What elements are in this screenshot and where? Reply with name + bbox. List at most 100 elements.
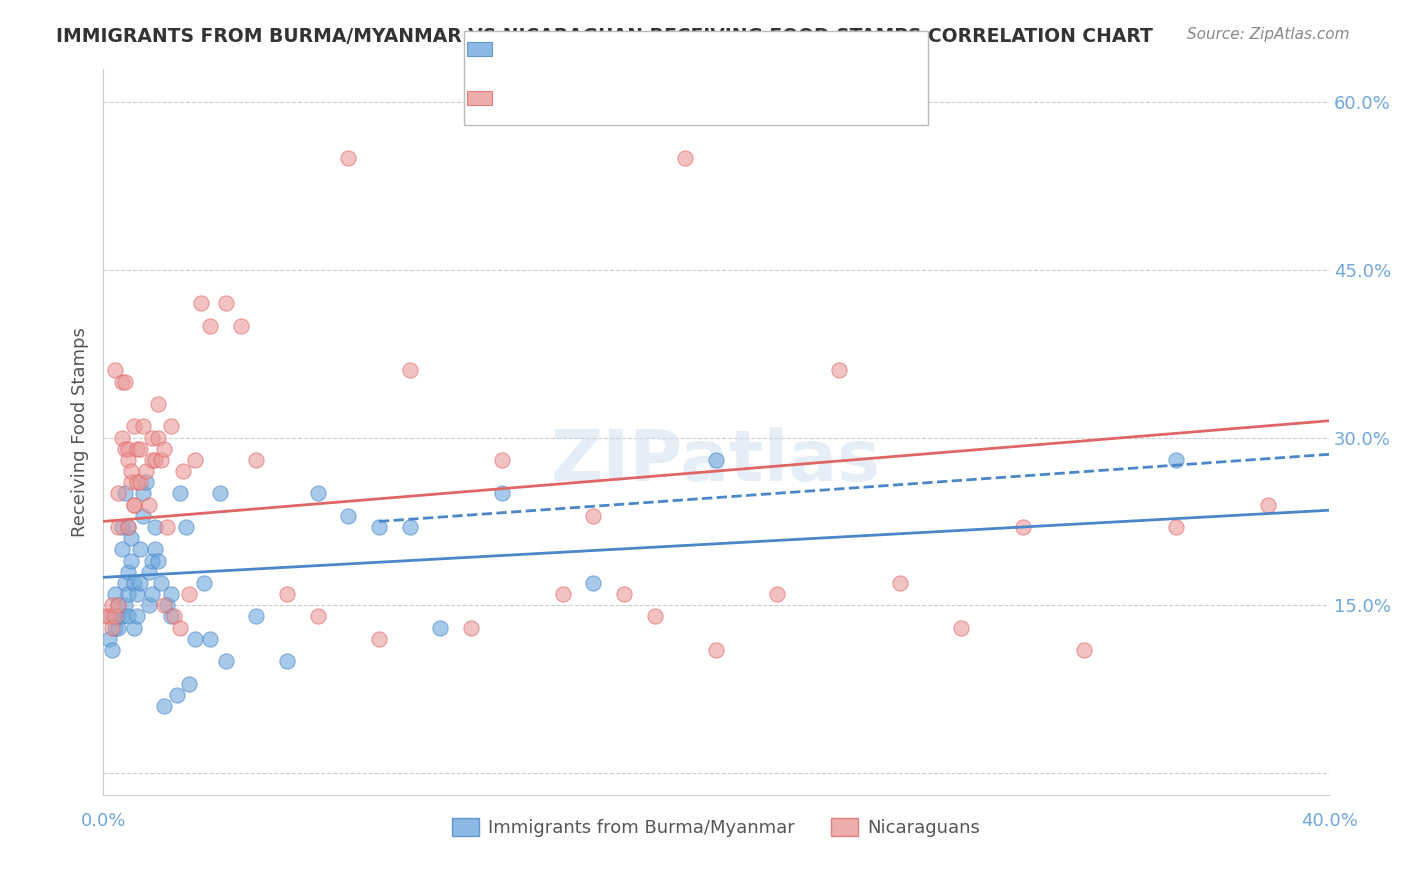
Point	[138, 498, 160, 512]
Point	[117, 587, 139, 601]
Point	[245, 609, 267, 624]
Point	[398, 363, 420, 377]
Point	[169, 621, 191, 635]
Point	[104, 609, 127, 624]
Point	[110, 375, 132, 389]
Point	[141, 431, 163, 445]
Point	[132, 419, 155, 434]
Point	[174, 520, 197, 534]
Point	[184, 632, 207, 646]
Point	[159, 587, 181, 601]
Point	[307, 609, 329, 624]
Point	[491, 486, 513, 500]
Point	[135, 464, 157, 478]
Point	[551, 587, 574, 601]
Point	[132, 508, 155, 523]
Text: R =: R =	[502, 40, 541, 58]
Point	[143, 453, 166, 467]
Point	[1164, 520, 1187, 534]
Point	[337, 151, 360, 165]
Point	[129, 576, 152, 591]
Point	[104, 363, 127, 377]
Text: N =: N =	[612, 40, 651, 58]
Point	[104, 621, 127, 635]
Point	[107, 609, 129, 624]
Point	[120, 475, 142, 490]
Point	[245, 453, 267, 467]
Point	[114, 486, 136, 500]
Point	[117, 609, 139, 624]
Point	[156, 520, 179, 534]
Point	[673, 151, 696, 165]
Point	[101, 599, 124, 613]
Point	[460, 621, 482, 635]
Point	[153, 442, 176, 456]
Point	[98, 632, 121, 646]
Point	[368, 632, 391, 646]
Point	[125, 442, 148, 456]
Point	[491, 453, 513, 467]
Point	[132, 486, 155, 500]
Point	[582, 508, 605, 523]
Point	[644, 609, 666, 624]
Point	[125, 609, 148, 624]
Point	[368, 520, 391, 534]
Point	[107, 599, 129, 613]
Point	[159, 609, 181, 624]
Point	[172, 464, 194, 478]
Point	[125, 475, 148, 490]
Text: 40.0%: 40.0%	[1301, 812, 1357, 830]
Text: IMMIGRANTS FROM BURMA/MYANMAR VS NICARAGUAN RECEIVING FOOD STAMPS CORRELATION CH: IMMIGRANTS FROM BURMA/MYANMAR VS NICARAG…	[56, 27, 1153, 45]
Point	[582, 576, 605, 591]
Point	[129, 475, 152, 490]
Y-axis label: Receiving Food Stamps: Receiving Food Stamps	[72, 327, 89, 537]
Point	[117, 520, 139, 534]
Point	[110, 431, 132, 445]
Point	[150, 576, 173, 591]
Point	[98, 609, 121, 624]
Point	[613, 587, 636, 601]
Point	[141, 553, 163, 567]
Point	[889, 576, 911, 591]
Point	[193, 576, 215, 591]
Point	[143, 520, 166, 534]
Point	[129, 542, 152, 557]
Point	[129, 442, 152, 456]
Point	[114, 576, 136, 591]
Point	[141, 587, 163, 601]
Point	[148, 397, 170, 411]
Point	[143, 542, 166, 557]
Point	[156, 599, 179, 613]
Point	[110, 520, 132, 534]
Point	[120, 553, 142, 567]
Point	[150, 453, 173, 467]
Point	[117, 520, 139, 534]
Point	[200, 318, 222, 333]
Point	[1073, 643, 1095, 657]
Point	[117, 453, 139, 467]
Point	[162, 609, 184, 624]
Text: 0.0%: 0.0%	[80, 812, 125, 830]
Point	[138, 599, 160, 613]
Point	[1011, 520, 1033, 534]
Point	[122, 498, 145, 512]
Point	[107, 599, 129, 613]
Point	[215, 296, 238, 310]
Point	[110, 609, 132, 624]
Point	[169, 486, 191, 500]
Point	[950, 621, 973, 635]
Point	[148, 431, 170, 445]
Point	[122, 419, 145, 434]
Text: 0.126: 0.126	[537, 40, 588, 58]
Point	[120, 531, 142, 545]
Point	[153, 698, 176, 713]
Point	[166, 688, 188, 702]
Text: ZIPatlas: ZIPatlas	[551, 426, 882, 496]
Point	[276, 587, 298, 601]
Point	[215, 654, 238, 668]
Point	[704, 643, 727, 657]
Point	[200, 632, 222, 646]
Point	[276, 654, 298, 668]
Point	[110, 542, 132, 557]
Point	[117, 565, 139, 579]
